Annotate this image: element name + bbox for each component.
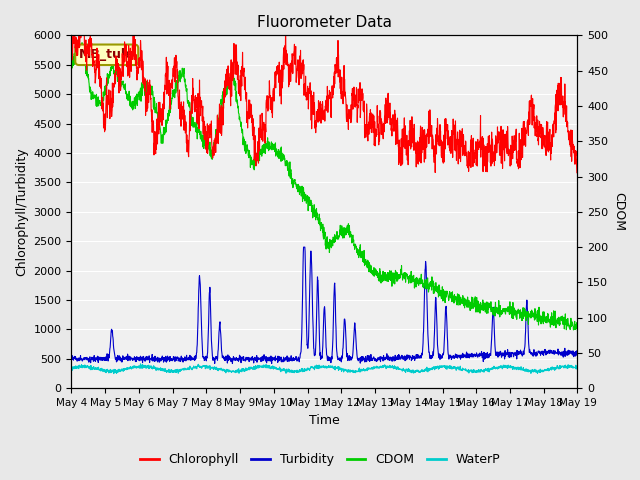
X-axis label: Time: Time <box>309 414 340 427</box>
Y-axis label: CDOM: CDOM <box>612 192 625 231</box>
Legend: Chlorophyll, Turbidity, CDOM, WaterP: Chlorophyll, Turbidity, CDOM, WaterP <box>135 448 505 471</box>
Title: Fluorometer Data: Fluorometer Data <box>257 15 392 30</box>
Y-axis label: Chlorophyll/Turbidity: Chlorophyll/Turbidity <box>15 147 28 276</box>
Text: MB_tule: MB_tule <box>79 48 134 61</box>
